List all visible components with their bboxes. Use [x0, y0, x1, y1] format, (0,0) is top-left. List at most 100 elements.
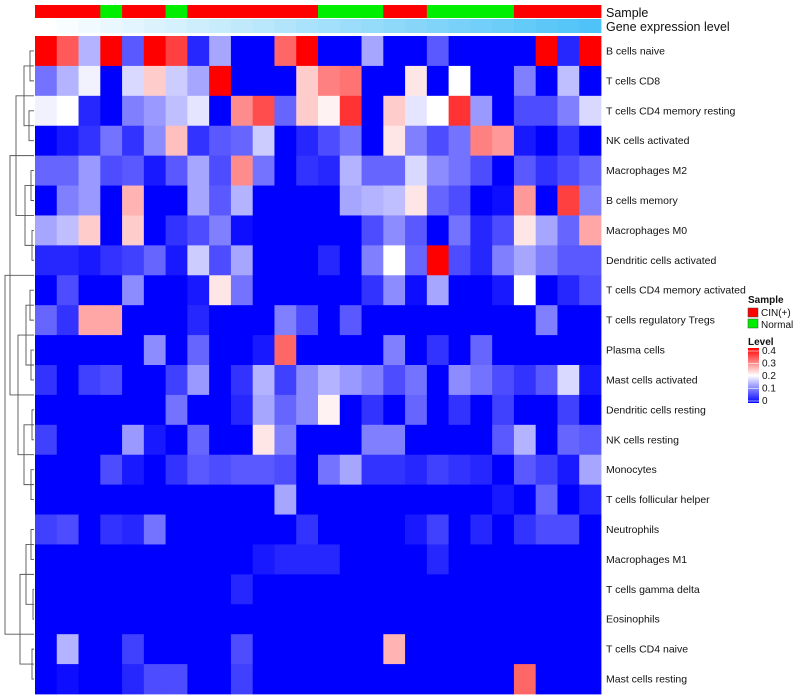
heatmap-cell: [56, 634, 79, 665]
gene-expression-annotation-cell: [296, 19, 319, 33]
heatmap-cell: [252, 604, 275, 635]
heatmap-cell: [56, 394, 79, 426]
heatmap-cell: [361, 604, 384, 635]
heatmap-cell: [513, 305, 537, 336]
heatmap-cell: [579, 424, 602, 456]
heatmap-cell: [252, 514, 275, 545]
heatmap-cell: [535, 484, 558, 515]
heatmap-cell: [252, 634, 275, 665]
heatmap-cell: [361, 634, 384, 665]
gene-expression-annotation-label: Gene expression level: [606, 20, 730, 34]
heatmap-cell: [274, 215, 297, 246]
heatmap-cell: [56, 604, 79, 635]
heatmap-cell: [318, 634, 341, 665]
heatmap-cell: [426, 365, 450, 396]
heatmap-cell: [165, 335, 188, 366]
heatmap-cell: [100, 155, 123, 186]
heatmap-cell: [187, 185, 210, 216]
heatmap-cell: [426, 245, 450, 276]
gene-expression-annotation-cell: [100, 19, 123, 33]
heatmap-cell: [165, 574, 188, 605]
heatmap-cell: [78, 125, 101, 157]
sample-annotation-cell: [318, 5, 341, 18]
heatmap-cell: [361, 215, 384, 246]
heatmap-cell: [252, 394, 275, 426]
heatmap-cell: [470, 185, 493, 216]
heatmap-cell: [470, 245, 493, 276]
heatmap-cell: [100, 185, 123, 216]
heatmap-cell: [187, 574, 210, 605]
heatmap-cell: [296, 65, 319, 97]
heatmap-cell: [100, 275, 123, 306]
heatmap-cell: [78, 514, 101, 545]
heatmap-cell: [383, 574, 406, 605]
heatmap-cell: [143, 454, 167, 486]
heatmap-cell: [187, 305, 210, 336]
heatmap-cell: [165, 484, 188, 515]
sample-annotation-cell: [209, 5, 232, 18]
heatmap-cell: [230, 514, 254, 545]
heatmap-cell: [209, 125, 232, 157]
sample-annotation-cell: [426, 5, 450, 18]
heatmap-cell: [35, 574, 58, 605]
heatmap-cell: [100, 215, 123, 246]
heatmap-cell: [361, 574, 384, 605]
row-label: Mast cells resting: [606, 674, 687, 686]
heatmap-cell: [513, 454, 537, 486]
heatmap-cell: [470, 424, 493, 456]
sample-annotation-cell: [383, 5, 406, 18]
heatmap-cell: [165, 65, 188, 97]
gene-expression-annotation-cell: [383, 19, 406, 33]
heatmap-cell: [122, 365, 145, 396]
legend-tick-label-0: 0.4: [762, 346, 776, 357]
gene-expression-annotation-cell: [339, 19, 362, 33]
heatmap-cell: [296, 245, 319, 276]
heatmap-cell: [56, 335, 79, 366]
heatmap-cell: [318, 454, 341, 486]
heatmap-cell: [56, 95, 79, 127]
heatmap-cell: [361, 36, 384, 67]
heatmap-cell: [513, 335, 537, 366]
heatmap-cell: [230, 125, 254, 157]
heatmap-cell: [448, 65, 471, 97]
heatmap-cell: [165, 514, 188, 545]
heatmap-cell: [557, 125, 580, 157]
heatmap-cell: [361, 305, 384, 336]
heatmap-cell: [492, 454, 515, 486]
heatmap-cell: [143, 65, 167, 97]
heatmap-cell: [274, 305, 297, 336]
heatmap-cell: [252, 95, 275, 127]
heatmap-cell: [579, 454, 602, 486]
heatmap-cell: [426, 215, 450, 246]
heatmap-cell: [318, 125, 341, 157]
heatmap-cell: [470, 484, 493, 515]
gene-expression-annotation-cell: [535, 19, 558, 33]
heatmap-cell: [274, 36, 297, 67]
heatmap-cell: [318, 365, 341, 396]
heatmap-cell: [230, 574, 254, 605]
heatmap-cell: [579, 185, 602, 216]
heatmap-cell: [296, 544, 319, 575]
heatmap-cell: [557, 155, 580, 186]
heatmap-cell: [274, 544, 297, 575]
heatmap-cell: [56, 125, 79, 157]
heatmap-cell: [383, 125, 406, 157]
sample-annotation-cell: [230, 5, 254, 18]
heatmap-cell: [426, 36, 450, 67]
heatmap-cell: [143, 394, 167, 426]
heatmap-cell: [579, 245, 602, 276]
heatmap-cell: [383, 335, 406, 366]
heatmap-cell: [165, 95, 188, 127]
heatmap-cell: [513, 125, 537, 157]
heatmap-cell: [535, 275, 558, 306]
heatmap-cell: [100, 514, 123, 545]
heatmap-cell: [252, 245, 275, 276]
heatmap-cell: [492, 185, 515, 216]
heatmap-cell: [318, 544, 341, 575]
heatmap-cell: [274, 155, 297, 186]
legend-tick-label-3: 0.1: [762, 384, 776, 395]
heatmap-cell: [535, 394, 558, 426]
legend-level-colorbar: [748, 348, 759, 403]
heatmap-cell: [426, 634, 450, 665]
